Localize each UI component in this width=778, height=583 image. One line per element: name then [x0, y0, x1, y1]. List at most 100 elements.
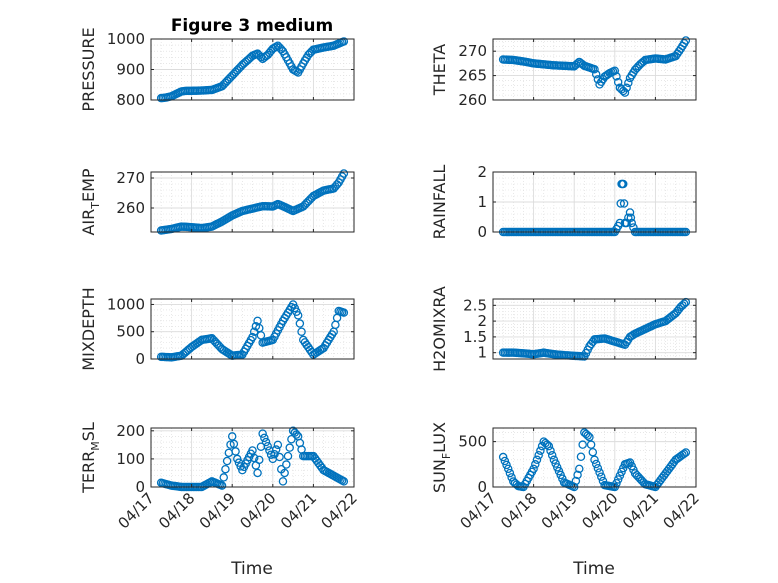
data-point — [625, 208, 635, 217]
y-tick-label: 0 — [477, 223, 487, 241]
data-point — [575, 464, 584, 474]
data-point — [679, 299, 689, 308]
data-point — [282, 460, 291, 469]
data-point — [534, 450, 543, 460]
data-point — [585, 432, 594, 442]
data-point — [502, 460, 511, 470]
data-point — [622, 218, 631, 228]
data-point — [619, 199, 629, 208]
x-tick-label: 04/18 — [155, 489, 198, 532]
y-tick-label: 270 — [458, 42, 487, 60]
x-tick-label: 04/18 — [497, 489, 540, 532]
data-point — [590, 65, 599, 74]
x-axis-label-left: Time — [230, 559, 273, 579]
y-tick-label: 0 — [135, 478, 145, 496]
axes-box — [150, 298, 355, 360]
y-tick-label: 265 — [458, 67, 487, 85]
data-point — [339, 37, 349, 46]
data-point — [226, 440, 235, 449]
data-point — [217, 481, 227, 490]
data-point — [622, 83, 631, 93]
y-tick-label: 500 — [116, 323, 145, 341]
data-point — [591, 70, 601, 79]
y-axis-label: TERRMSL — [79, 422, 102, 494]
data-point — [297, 327, 306, 336]
data-point — [221, 464, 230, 474]
y-axis-label: PRESSURE — [79, 27, 98, 111]
subplot-air-temp: 260 270 AIRTEMP — [79, 168, 355, 236]
data-point — [583, 431, 592, 440]
data-point — [576, 452, 586, 461]
y-tick-label: 800 — [116, 91, 145, 109]
data-point — [613, 77, 623, 87]
data-point — [248, 332, 257, 342]
data-point — [681, 36, 691, 45]
y-tick-label: 260 — [458, 91, 487, 109]
data-point — [222, 456, 232, 466]
data-point — [266, 450, 276, 459]
data-point — [620, 88, 630, 97]
data-point — [531, 460, 540, 469]
data-point — [547, 450, 557, 460]
data-point — [293, 311, 303, 320]
data-point — [626, 213, 636, 222]
y-tick-label: 100 — [116, 450, 145, 468]
data-point — [532, 455, 542, 465]
data-point — [273, 440, 283, 450]
y-axis-label: AIRTEMP — [79, 168, 102, 235]
axes-box — [492, 298, 697, 360]
data-point — [595, 468, 604, 477]
data-point — [292, 430, 301, 439]
data-point — [591, 459, 601, 469]
data-point — [339, 308, 349, 317]
y-tick-label: 1 — [477, 344, 487, 362]
y-tick-label: 900 — [116, 61, 145, 79]
data-point — [265, 446, 274, 455]
data-point — [610, 66, 620, 75]
y-tick-label: 1000 — [107, 30, 145, 48]
data-point — [573, 470, 582, 480]
data-point — [593, 463, 603, 473]
x-tick-label: 04/21 — [277, 489, 320, 532]
subplot-pressure: 800 900 1000 PRESSURE — [79, 27, 355, 112]
x-tick-label: 04/20 — [236, 489, 279, 532]
data-point — [271, 42, 281, 51]
data-point — [339, 169, 349, 178]
axes-box — [492, 427, 697, 488]
data-point — [619, 179, 628, 189]
data-point — [339, 477, 349, 486]
data-point — [255, 455, 264, 465]
y-tick-label: 1.5 — [463, 328, 487, 346]
y-tick-label: 200 — [116, 422, 145, 440]
y-tick-label: 500 — [458, 433, 487, 451]
data-point — [616, 199, 625, 208]
axes-box — [492, 38, 697, 101]
y-tick-label: 260 — [116, 199, 145, 217]
data-point — [544, 441, 554, 451]
data-point — [331, 320, 340, 330]
y-axis-label: RAINFALL — [430, 165, 449, 240]
data-point — [275, 452, 284, 462]
axes-box — [150, 427, 355, 488]
x-tick-label: 04/22 — [660, 489, 703, 532]
data-point — [624, 78, 633, 88]
data-point — [679, 449, 689, 458]
y-axis-label: SUNFLUX — [430, 422, 453, 493]
x-tick-label: 04/19 — [196, 489, 239, 532]
y-tick-label: 2 — [477, 312, 487, 330]
data-point — [261, 437, 271, 447]
y-axis-label: H2OMIXRA — [430, 286, 449, 372]
x-axis-label-right: Time — [572, 559, 615, 579]
data-point — [546, 446, 555, 455]
y-tick-label: 2 — [477, 163, 487, 181]
data-point — [586, 440, 596, 449]
data-point — [536, 446, 545, 455]
x-tick-label: 04/20 — [578, 489, 621, 532]
data-point — [612, 72, 621, 81]
axes-box — [150, 171, 355, 233]
data-point — [253, 468, 262, 478]
data-point — [224, 448, 234, 458]
subplot-terr-msl: 010020004/1704/1804/1904/2004/2104/22TER… — [79, 422, 361, 533]
